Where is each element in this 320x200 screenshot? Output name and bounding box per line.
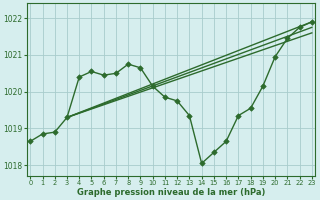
X-axis label: Graphe pression niveau de la mer (hPa): Graphe pression niveau de la mer (hPa) [77,188,265,197]
